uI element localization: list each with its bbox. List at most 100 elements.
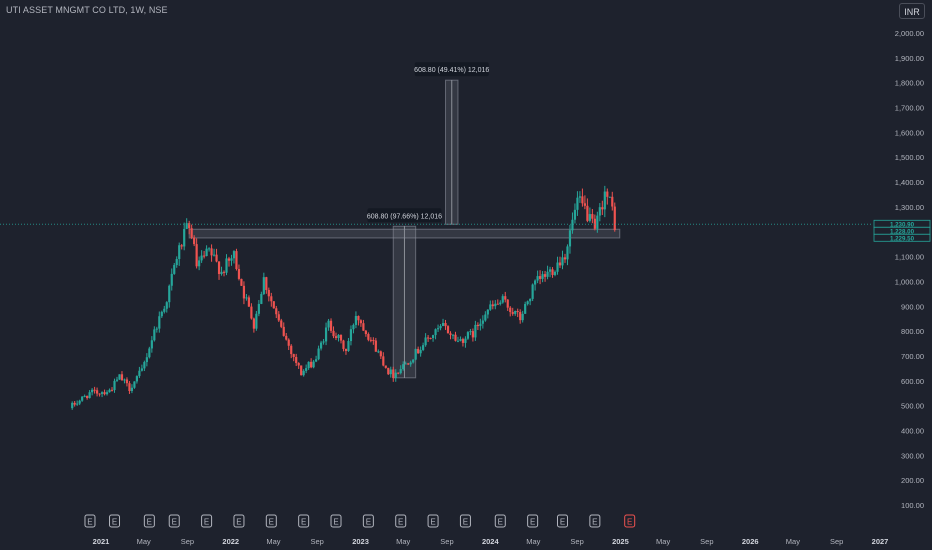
earnings-marker-label: E (333, 518, 338, 527)
candle-body (367, 334, 370, 340)
candle-body (93, 389, 96, 391)
earnings-marker[interactable] (624, 514, 636, 528)
time-tick-label: 2022 (222, 537, 239, 546)
candle-body (135, 376, 139, 382)
candle-body (220, 271, 223, 275)
candle-body (128, 383, 131, 392)
earnings-marker[interactable] (84, 514, 96, 528)
candle-body (439, 326, 442, 329)
candle-body (359, 320, 363, 324)
earnings-marker[interactable] (168, 514, 180, 528)
candle-body (155, 328, 158, 330)
candle-body (417, 348, 420, 354)
price-tick-label: 400.00 (901, 426, 924, 435)
candle-body (272, 301, 275, 309)
candle-body (566, 246, 569, 260)
time-tick-label: Sep (830, 537, 843, 546)
candle-body (302, 370, 305, 376)
candle-body (466, 332, 470, 339)
earnings-marker[interactable] (109, 514, 121, 528)
candle-body (516, 310, 519, 313)
candle-body (464, 338, 467, 343)
earnings-marker[interactable] (556, 514, 568, 528)
resistance-zone (188, 228, 621, 239)
earnings-marker[interactable] (395, 514, 407, 528)
candle-body (524, 304, 527, 314)
candle-body (205, 248, 208, 257)
candle-body (603, 191, 606, 210)
candle-body (344, 348, 348, 351)
candle-body (260, 294, 263, 304)
time-tick-label: Sep (440, 537, 453, 546)
earnings-marker[interactable] (201, 514, 213, 528)
candle-body (459, 339, 462, 341)
time-tick-label: Sep (700, 537, 713, 546)
earnings-marker[interactable] (459, 514, 471, 528)
candle-body (255, 313, 258, 329)
candle-layer (71, 185, 616, 410)
candle-body (133, 381, 136, 388)
candle-body (98, 393, 101, 395)
candle-body (262, 277, 265, 295)
candle-body (305, 368, 308, 371)
candle-body (506, 299, 509, 308)
candle-body (474, 324, 477, 338)
price-tick-label: 1,900.00 (895, 54, 924, 63)
earnings-marker-label: E (366, 518, 371, 527)
candle-body (489, 304, 492, 310)
candle-body (509, 307, 512, 313)
candle-body (596, 215, 599, 229)
earnings-marker[interactable] (427, 514, 439, 528)
time-tick-label: May (526, 537, 540, 546)
candle-body (232, 251, 236, 259)
price-axis[interactable]: 2,000.00 1,900.00 1,800.00 1,700.00 1,600.00… (873, 29, 931, 510)
candle-body (434, 329, 437, 336)
candle-body (387, 367, 390, 375)
candle-body (168, 285, 171, 303)
earnings-marker[interactable] (494, 514, 506, 528)
candle-body (198, 260, 201, 267)
earnings-marker[interactable] (233, 514, 245, 528)
candle-body (374, 340, 377, 352)
earnings-marker[interactable] (298, 514, 310, 528)
candle-body (190, 228, 193, 238)
time-tick-label: 2027 (872, 537, 889, 546)
time-axis[interactable]: 2021 May Sep 2022 May Sep 2023 May Sep 2024 May Sep… (93, 537, 889, 546)
candle-body (118, 374, 121, 380)
candle-body (170, 273, 173, 286)
price-tag (873, 233, 931, 242)
candle-body (195, 244, 198, 267)
earnings-marker[interactable] (143, 514, 155, 528)
candle-body (536, 276, 539, 281)
earnings-marker[interactable] (527, 514, 539, 528)
earnings-marker-label: E (269, 518, 274, 527)
candle-body (419, 349, 422, 354)
candle-body (427, 337, 430, 339)
time-tick-label: 2023 (352, 537, 369, 546)
time-tick-label: 2024 (482, 537, 500, 546)
candle-body (534, 280, 537, 285)
candle-body (275, 308, 278, 315)
currency-button[interactable]: INR (899, 3, 925, 19)
candle-body (586, 205, 589, 221)
candle-body (543, 274, 547, 277)
earnings-marker[interactable] (265, 514, 277, 528)
candle-body (414, 348, 417, 360)
candle-body (407, 363, 410, 365)
candle-body (290, 345, 293, 355)
price-tick-label: 1,400.00 (895, 178, 924, 187)
candle-body (484, 314, 487, 321)
earnings-marker[interactable] (362, 514, 374, 528)
candle-body (222, 271, 226, 273)
candle-body (230, 258, 233, 261)
earnings-marker[interactable] (330, 514, 342, 528)
candle-body (372, 339, 375, 341)
earnings-marker[interactable] (589, 514, 601, 528)
candle-body (529, 298, 532, 302)
candle-body (591, 214, 594, 219)
candle-body (456, 340, 460, 342)
price-tick-label: 700.00 (901, 352, 924, 361)
candle-body (409, 362, 412, 365)
